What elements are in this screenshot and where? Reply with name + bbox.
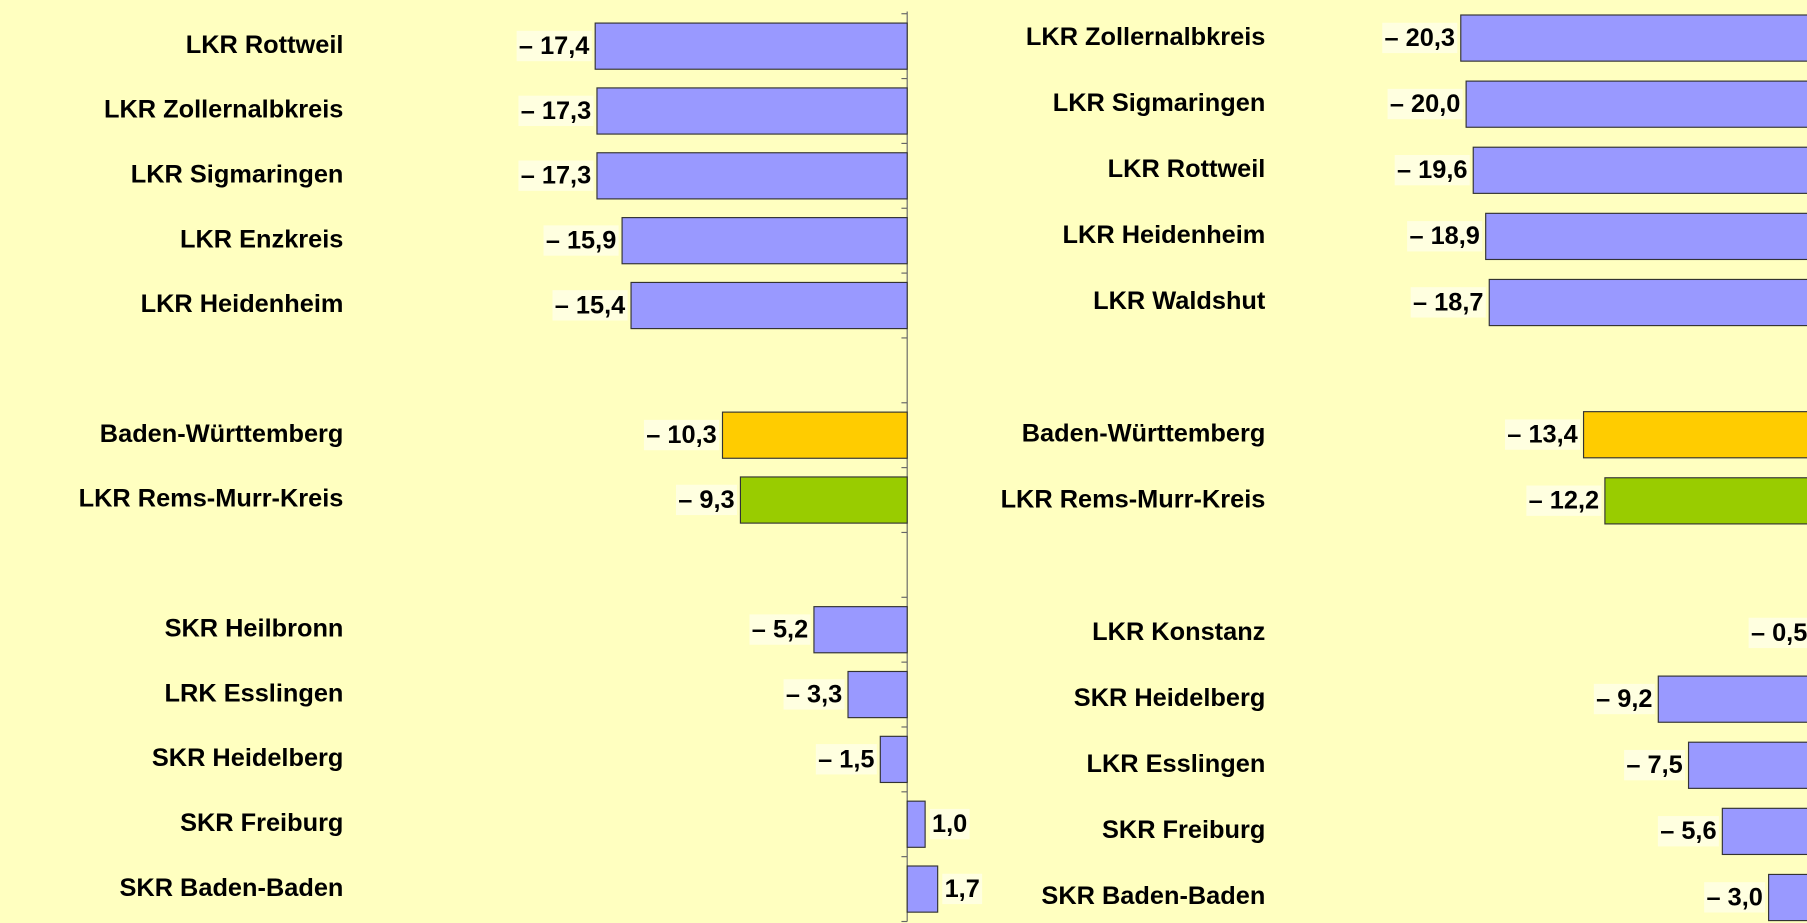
category-label: LRK Esslingen	[165, 679, 344, 707]
value-label-bg	[518, 95, 594, 127]
value-label-bg	[516, 30, 592, 62]
value-label-bg	[1748, 617, 1807, 649]
bar	[1485, 212, 1807, 261]
bar	[879, 735, 908, 784]
value-label-bg	[1505, 419, 1581, 450]
category-label: SKR Heidelberg	[1074, 684, 1266, 712]
value-label: – 18,9	[1409, 222, 1479, 250]
category-label: Baden-Württemberg	[1022, 419, 1266, 447]
value-label-bg	[1593, 683, 1655, 715]
value-label-bg	[1704, 882, 1766, 913]
bar	[906, 800, 926, 848]
value-label: – 9,3	[678, 486, 734, 514]
value-label-bg	[1382, 22, 1458, 54]
category-label: LKR Rems-Murr-Kreis	[79, 485, 344, 513]
bar	[1488, 278, 1807, 327]
bar	[596, 87, 908, 135]
bar	[1472, 146, 1807, 194]
value-label-bg	[1657, 816, 1719, 847]
category-label: SKR Baden-Baden	[120, 874, 344, 902]
value-label: – 18,7	[1413, 288, 1483, 316]
bar	[1657, 675, 1807, 723]
category-label: LKR Rottweil	[186, 31, 344, 59]
value-label: – 20,3	[1385, 24, 1455, 52]
value-label-bg	[1624, 749, 1686, 781]
bar	[596, 152, 908, 200]
value-label-bg	[1526, 485, 1602, 516]
category-label: SKR Freiburg	[1102, 816, 1265, 844]
bar	[739, 476, 908, 524]
value-label: – 0,5	[1751, 619, 1807, 647]
value-label-bg	[1410, 287, 1486, 318]
bar	[906, 865, 939, 913]
category-label: LKR Sigmaringen	[131, 161, 344, 189]
value-label-bg	[815, 744, 877, 775]
value-label-bg	[552, 290, 628, 321]
value-label-bg	[518, 160, 594, 191]
bar	[1460, 14, 1807, 62]
value-label: – 3,3	[786, 680, 842, 708]
category-label: LKR Esslingen	[1087, 750, 1266, 778]
value-label-bg	[749, 614, 811, 645]
category-label: SKR Heidelberg	[152, 744, 344, 772]
bar	[1582, 411, 1807, 459]
bar	[1721, 807, 1807, 856]
bar	[1465, 80, 1807, 128]
bar	[1687, 741, 1807, 789]
value-label-bg	[942, 873, 983, 905]
category-label: LKR Enzkreis	[180, 225, 343, 253]
value-label: – 3,0	[1706, 883, 1762, 911]
value-label: – 7,5	[1626, 751, 1682, 779]
bar	[721, 411, 908, 459]
value-label: – 12,2	[1529, 487, 1599, 515]
value-label: – 20,0	[1390, 90, 1460, 118]
bar	[1768, 873, 1807, 922]
category-label: SKR Baden-Baden	[1041, 882, 1265, 910]
category-label: LKR Zollernalbkreis	[104, 96, 343, 124]
value-label: – 19,6	[1397, 156, 1467, 184]
value-label: – 15,4	[555, 291, 625, 319]
value-label: – 13,4	[1507, 421, 1577, 449]
bar	[813, 606, 908, 654]
bar	[594, 22, 908, 70]
value-label: – 5,6	[1660, 817, 1716, 845]
category-label: LKR Rems-Murr-Kreis	[1001, 486, 1266, 514]
bar	[1604, 477, 1807, 525]
value-label-bg	[543, 225, 619, 256]
category-label: LKR Sigmaringen	[1053, 89, 1266, 117]
value-label-bg	[675, 484, 737, 516]
value-label: 1,0	[932, 810, 967, 838]
category-label: Baden-Württemberg	[100, 420, 344, 448]
value-label: – 9,2	[1596, 685, 1652, 713]
value-label: – 17,4	[519, 32, 589, 60]
category-label: LKR Rottweil	[1108, 155, 1266, 183]
value-label: 1,7	[945, 875, 980, 903]
value-label: – 5,2	[752, 616, 808, 644]
value-label: – 15,9	[546, 227, 616, 255]
category-label: LKR Konstanz	[1092, 618, 1265, 646]
category-label: LKR Heidenheim	[1063, 221, 1266, 249]
value-label-bg	[1407, 221, 1483, 252]
value-label: – 1,5	[818, 745, 874, 773]
bar	[630, 281, 908, 330]
value-label: – 17,3	[521, 162, 591, 190]
value-label: – 10,3	[646, 421, 716, 449]
category-label: SKR Heilbronn	[165, 614, 344, 642]
bar	[847, 670, 908, 719]
bar	[621, 217, 908, 265]
value-label-bg	[783, 679, 845, 710]
category-label: LKR Heidenheim	[141, 290, 344, 318]
value-label: – 17,3	[521, 97, 591, 125]
value-label-bg	[1394, 154, 1470, 186]
category-label: LKR Zollernalbkreis	[1026, 23, 1265, 51]
value-label-bg	[1387, 88, 1463, 120]
category-label: SKR Freiburg	[180, 809, 343, 837]
value-label-bg	[643, 419, 720, 451]
value-label-bg	[929, 808, 970, 840]
category-label: LKR Waldshut	[1093, 287, 1266, 315]
